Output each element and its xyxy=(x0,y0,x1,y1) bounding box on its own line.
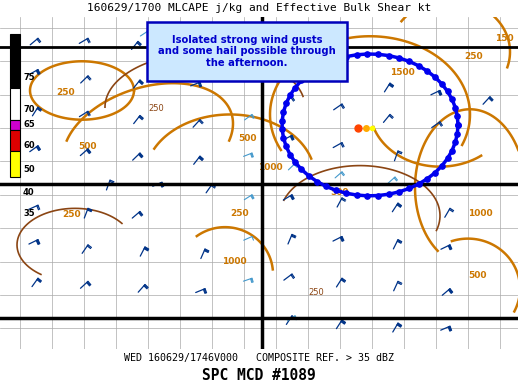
Text: 250: 250 xyxy=(148,104,164,113)
Text: 40: 40 xyxy=(23,188,35,197)
Text: 500: 500 xyxy=(468,271,486,280)
Text: 500: 500 xyxy=(330,188,349,197)
Text: 75: 75 xyxy=(23,73,35,83)
Bar xyxy=(10,34,20,88)
Bar xyxy=(10,151,20,177)
Text: 50: 50 xyxy=(23,165,35,174)
Text: 60: 60 xyxy=(23,141,35,150)
Bar xyxy=(10,88,20,120)
FancyBboxPatch shape xyxy=(147,22,347,81)
Text: 1000: 1000 xyxy=(222,256,247,266)
Bar xyxy=(10,130,20,151)
Text: 150: 150 xyxy=(495,35,514,43)
Text: 250: 250 xyxy=(62,210,81,219)
Text: Isolated strong wind gusts
and some hail possible through
the afternoon.: Isolated strong wind gusts and some hail… xyxy=(158,35,336,68)
Text: 500: 500 xyxy=(78,142,96,151)
Text: 250: 250 xyxy=(308,288,324,297)
Text: SPC MCD #1089: SPC MCD #1089 xyxy=(202,368,316,383)
Text: 1000: 1000 xyxy=(468,209,493,218)
Text: 35: 35 xyxy=(23,209,35,218)
Text: 1500: 1500 xyxy=(390,68,415,77)
Text: 250: 250 xyxy=(56,88,75,97)
Text: 500: 500 xyxy=(238,133,256,142)
Text: 250: 250 xyxy=(464,52,483,61)
Text: WED 160629/1746V000   COMPOSITE REF. > 35 dBZ: WED 160629/1746V000 COMPOSITE REF. > 35 … xyxy=(124,353,394,363)
Text: 250: 250 xyxy=(230,209,249,218)
Text: 160629/1700 MLCAPE j/kg and Effective Bulk Shear kt: 160629/1700 MLCAPE j/kg and Effective Bu… xyxy=(87,3,431,13)
Text: 500: 500 xyxy=(185,66,204,75)
Bar xyxy=(10,120,20,130)
Text: 70: 70 xyxy=(23,105,35,114)
Text: 65: 65 xyxy=(23,120,35,130)
Text: 1000: 1000 xyxy=(258,163,283,172)
